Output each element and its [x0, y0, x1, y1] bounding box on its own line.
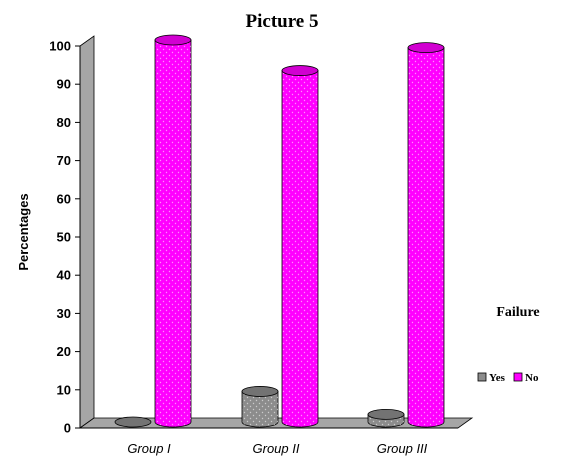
bar-no-2 — [281, 65, 319, 428]
y-tick-label: 80 — [57, 115, 71, 130]
y-tick-label: 70 — [57, 153, 71, 168]
x-axis-categories: Group I Group II Group III — [127, 441, 427, 456]
cylinder-top — [367, 408, 405, 420]
chart-title: Picture 5 — [246, 11, 319, 32]
y-tick-label: 50 — [57, 230, 71, 245]
y-tick-label: 30 — [57, 306, 71, 321]
bar-no-1 — [154, 34, 192, 428]
bar-yes-1 — [114, 416, 152, 428]
y-axis-ticks: 0 10 20 30 40 50 60 70 80 90 100 — [49, 39, 80, 436]
cylinder-texture — [282, 70, 318, 427]
cylinder-top — [281, 65, 319, 76]
legend: Failure Yes No — [477, 305, 540, 384]
cylinder-top — [114, 416, 152, 428]
y-tick-label: 40 — [57, 268, 71, 283]
legend-swatch-yes — [477, 372, 487, 382]
category-label: Group III — [377, 441, 428, 456]
cylinder-top — [241, 386, 279, 397]
bar-series — [114, 34, 445, 428]
y-tick-label: 90 — [57, 77, 71, 92]
y-axis-label: Percentages — [16, 193, 31, 270]
bar-yes-2 — [241, 386, 279, 428]
category-label: Group II — [253, 441, 300, 456]
y-tick-label: 20 — [57, 344, 71, 359]
bar-yes-3 — [367, 408, 405, 428]
cylinder-top — [407, 42, 445, 54]
cylinder-texture — [155, 40, 191, 427]
cylinder-texture — [242, 391, 278, 427]
category-label: Group I — [127, 441, 171, 456]
y-tick-label: 0 — [64, 421, 71, 436]
y-tick-label: 60 — [57, 191, 71, 206]
cylinder-top — [154, 34, 192, 46]
legend-title: Failure — [496, 305, 539, 320]
y-tick-label: 10 — [57, 382, 71, 397]
side-wall — [79, 35, 95, 429]
bar-no-3 — [407, 42, 445, 428]
y-tick-label: 100 — [49, 39, 71, 54]
legend-label-no: No — [525, 372, 539, 384]
legend-label-yes: Yes — [489, 372, 506, 384]
legend-swatch-no — [513, 372, 523, 382]
cylinder-texture — [408, 47, 444, 427]
